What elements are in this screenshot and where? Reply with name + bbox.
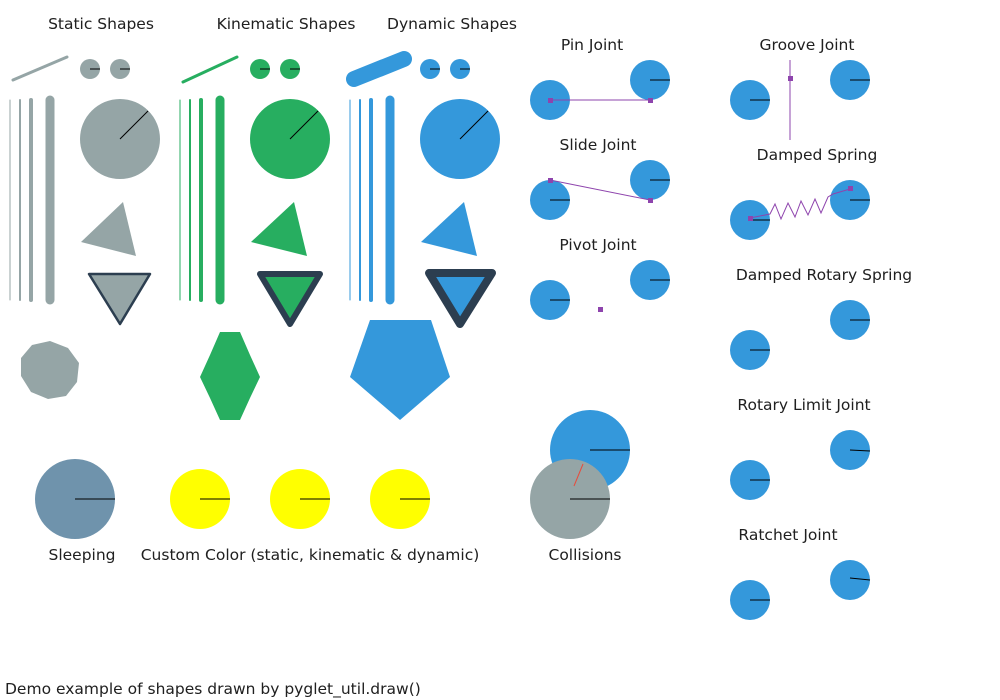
dynamic-shapes-label: Dynamic Shapes xyxy=(387,15,517,33)
pin-joint-demo: Pin Joint xyxy=(530,36,670,120)
constraint-anchor-dot xyxy=(848,186,853,191)
constraint-anchor-dot xyxy=(598,307,603,312)
constraint-anchor-dot xyxy=(648,98,653,103)
static-shapes-group xyxy=(9,55,160,399)
kinematic-polygon xyxy=(200,332,260,420)
pivot-joint-label: Pivot Joint xyxy=(559,236,636,254)
ratchet-joint-demo: Ratchet Joint xyxy=(730,526,871,620)
damped-rotary-spring-label: Damped Rotary Spring xyxy=(736,266,912,284)
damped-spring-label: Damped Spring xyxy=(757,146,878,164)
ratchet-joint-label: Ratchet Joint xyxy=(738,526,837,544)
spring-coil xyxy=(749,188,851,221)
kinematic-large-circle-angle xyxy=(289,110,319,140)
slide-joint-demo: Slide Joint xyxy=(530,136,670,220)
demo-caption: Demo example of shapes drawn by pyglet_u… xyxy=(5,680,421,699)
slide-joint-label: Slide Joint xyxy=(559,136,636,154)
static-shapes-label: Static Shapes xyxy=(48,15,154,33)
sleeping-demo: Sleeping xyxy=(35,459,116,564)
kinematic-segment xyxy=(181,55,239,84)
dynamic-triangle xyxy=(421,202,477,256)
dynamic-shapes-group xyxy=(346,51,500,420)
joint-body-angle xyxy=(849,449,871,452)
damped-rotary-spring-demo: Damped Rotary Spring xyxy=(730,266,912,370)
dynamic-triangle-outlined xyxy=(425,269,496,328)
custom-color-label: Custom Color (static, kinematic & dynami… xyxy=(141,546,480,564)
kinematic-shapes-label: Kinematic Shapes xyxy=(217,15,356,33)
kinematic-triangle xyxy=(251,202,307,256)
constraint-anchor-dot xyxy=(548,178,553,183)
dynamic-segment xyxy=(346,51,412,87)
pin-joint-label: Pin Joint xyxy=(561,36,623,54)
constraint-anchor-dot xyxy=(548,98,553,103)
collision-normal xyxy=(573,463,584,487)
static-large-circle-angle xyxy=(119,110,149,140)
static-triangle xyxy=(81,202,136,256)
pivot-joint-demo: Pivot Joint xyxy=(530,236,670,320)
dynamic-polygon xyxy=(350,320,450,420)
kinematic-shapes-group xyxy=(179,55,330,420)
static-polygon xyxy=(21,341,79,399)
groove-joint-demo: Groove Joint xyxy=(730,36,870,140)
static-segment xyxy=(11,55,69,82)
rotary-limit-joint-label: Rotary Limit Joint xyxy=(737,396,870,414)
joint-body-angle xyxy=(849,577,871,581)
joint-body-b xyxy=(830,560,870,600)
dynamic-large-circle-angle xyxy=(459,110,489,140)
sleeping-label: Sleeping xyxy=(48,546,115,564)
groove-joint-label: Groove Joint xyxy=(760,36,855,54)
constraint-anchor-dot xyxy=(648,198,653,203)
damped-spring-demo: Damped Spring xyxy=(730,146,877,240)
custom-color-demo: Custom Color (static, kinematic & dynami… xyxy=(141,469,480,564)
constraint-anchor-dot xyxy=(788,76,793,81)
collisions-label: Collisions xyxy=(549,546,622,564)
collisions-demo: Collisions xyxy=(530,410,630,564)
static-triangle-outlined xyxy=(87,272,152,326)
slide-joint-link xyxy=(549,179,651,201)
rotary-limit-joint-demo: Rotary Limit Joint xyxy=(730,396,871,500)
constraint-anchor-dot xyxy=(748,216,753,221)
kinematic-triangle-outlined xyxy=(257,271,323,327)
